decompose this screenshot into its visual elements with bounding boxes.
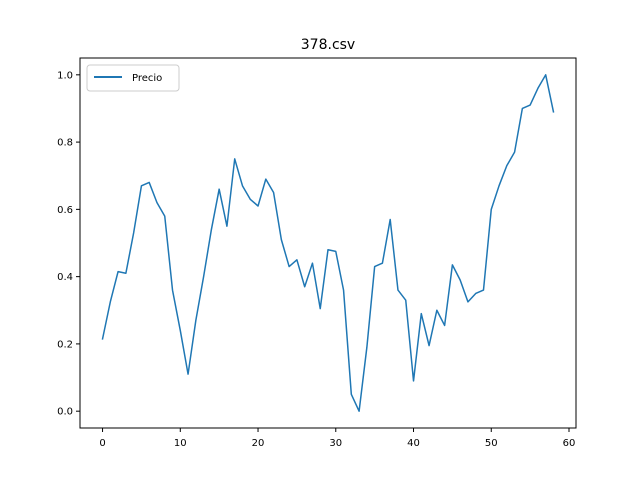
x-axis: 0 10 20 30 40 50 60 (99, 428, 575, 449)
y-axis: 0.0 0.2 0.4 0.6 0.8 1.0 (57, 70, 80, 418)
x-tick-label: 60 (563, 438, 576, 449)
y-tick-label: 0.2 (57, 339, 73, 350)
y-tick-label: 0.8 (57, 138, 73, 149)
x-tick-label: 10 (174, 438, 187, 449)
legend: Precio (86, 64, 180, 92)
legend-label-precio: Precio (132, 73, 162, 84)
series-layer (101, 74, 555, 412)
x-tick-label: 40 (407, 438, 420, 449)
plot-area: 0 10 20 30 40 50 60 0.0 0.2 0.4 0.6 0.8 1.0 (57, 57, 577, 449)
x-tick-label: 50 (485, 438, 498, 449)
y-tick-label: 0.0 (57, 407, 73, 418)
series-line-precio (101, 74, 555, 412)
legend-box (86, 64, 180, 92)
x-tick-label: 30 (329, 438, 342, 449)
x-tick-label: 0 (99, 438, 105, 449)
y-tick-label: 0.6 (57, 205, 73, 216)
y-tick-label: 1.0 (57, 70, 73, 81)
y-tick-label: 0.4 (57, 272, 73, 283)
axes-frame (79, 57, 577, 429)
chart-title: 378.csv (301, 37, 355, 53)
x-tick-label: 20 (252, 438, 265, 449)
